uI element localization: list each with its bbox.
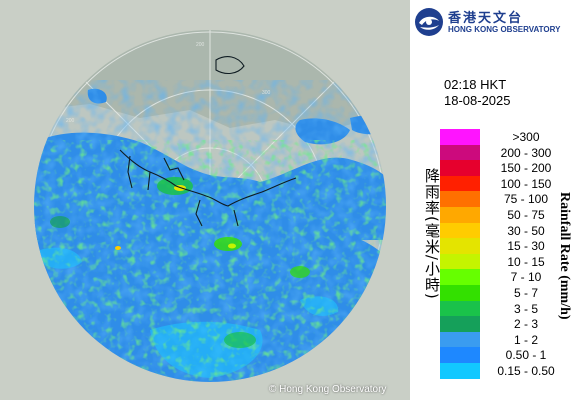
observatory-logo: 香港天文台 HONG KONG OBSERVATORY [414, 6, 574, 38]
range-ring-label: 200 [196, 42, 205, 48]
hong-kong-observatory-logo-icon [415, 8, 443, 36]
legend-title-cn: 降雨率(毫米/小時) [423, 168, 441, 300]
legend-label: 7 - 10 [510, 270, 542, 285]
legend-row: 100 - 150 [440, 175, 570, 192]
observatory-name-en: HONG KONG OBSERVATORY [448, 25, 561, 34]
range-ring-label: 200 [66, 118, 75, 124]
legend-row: 0.15 - 0.50 [440, 362, 570, 379]
observation-date: 18-08-2025 [444, 93, 511, 108]
legend-row: 7 - 10 [440, 269, 570, 285]
legend-swatch [440, 191, 480, 207]
legend-label: 10 - 15 [507, 254, 545, 269]
legend-row: 50 - 75 [440, 206, 570, 223]
legend-row: 150 - 200 [440, 160, 570, 176]
legend-swatch [440, 316, 480, 332]
legend-label: 15 - 30 [507, 239, 545, 254]
legend-label: 2 - 3 [513, 317, 538, 332]
legend-label: 3 - 5 [513, 301, 538, 316]
legend-swatch [440, 253, 480, 270]
legend-row: 15 - 30 [440, 238, 570, 254]
legend-label: >300 [512, 130, 540, 144]
legend-title-en: Rainfall Rate (mm/h) [557, 192, 572, 320]
legend-label: 150 - 200 [500, 161, 552, 176]
legend-label: 30 - 50 [507, 223, 545, 238]
radar-image: 200 300 200 [34, 30, 386, 382]
legend-row: 1 - 2 [440, 331, 570, 348]
copyright-text: © Hong Kong Observatory [269, 384, 387, 395]
legend-row: 5 - 7 [440, 284, 570, 301]
legend-label: 200 - 300 [500, 145, 552, 160]
legend-label: 1 - 2 [513, 332, 538, 347]
legend-label: 50 - 75 [507, 207, 545, 222]
legend-swatch [440, 238, 480, 254]
legend-row: 10 - 15 [440, 253, 570, 270]
legend-swatch [440, 269, 480, 285]
legend-swatch [440, 144, 480, 161]
legend-label: 0.50 - 1 [505, 348, 547, 363]
legend-row: 3 - 5 [440, 300, 570, 317]
legend-swatch [440, 206, 480, 223]
legend-swatch [440, 222, 480, 239]
legend-swatch [440, 129, 480, 145]
legend-swatch [440, 347, 480, 363]
coastline [119, 56, 297, 227]
observatory-name-cn: 香港天文台 [448, 11, 524, 26]
legend-swatch [440, 175, 480, 192]
legend-swatch [440, 284, 480, 301]
legend-swatch [440, 331, 480, 348]
legend-panel: 香港天文台 HONG KONG OBSERVATORY 02:18 HKT 18… [410, 0, 577, 400]
legend-row: 0.50 - 1 [440, 347, 570, 363]
legend-row: 75 - 100 [440, 191, 570, 207]
legend-label: 75 - 100 [503, 192, 549, 207]
legend-swatch [440, 362, 480, 379]
legend-row: 2 - 3 [440, 316, 570, 332]
rainfall-rate-legend: >300 200 - 300 150 - 200 100 - 150 75 - 100 5… [440, 129, 570, 379]
legend-row: >300 [440, 129, 570, 145]
legend-label: 0.15 - 0.50 [497, 363, 555, 378]
legend-row: 30 - 50 [440, 222, 570, 239]
legend-swatch [440, 300, 480, 317]
legend-row: 200 - 300 [440, 144, 570, 161]
range-ring-label: 300 [262, 90, 271, 96]
observation-time: 02:18 HKT [444, 77, 507, 92]
radar-map: 200 300 200 © Hong Kong Observatory [0, 0, 410, 400]
legend-label: 100 - 150 [500, 176, 552, 191]
legend-label: 5 - 7 [513, 285, 538, 300]
legend-swatch [440, 160, 480, 176]
